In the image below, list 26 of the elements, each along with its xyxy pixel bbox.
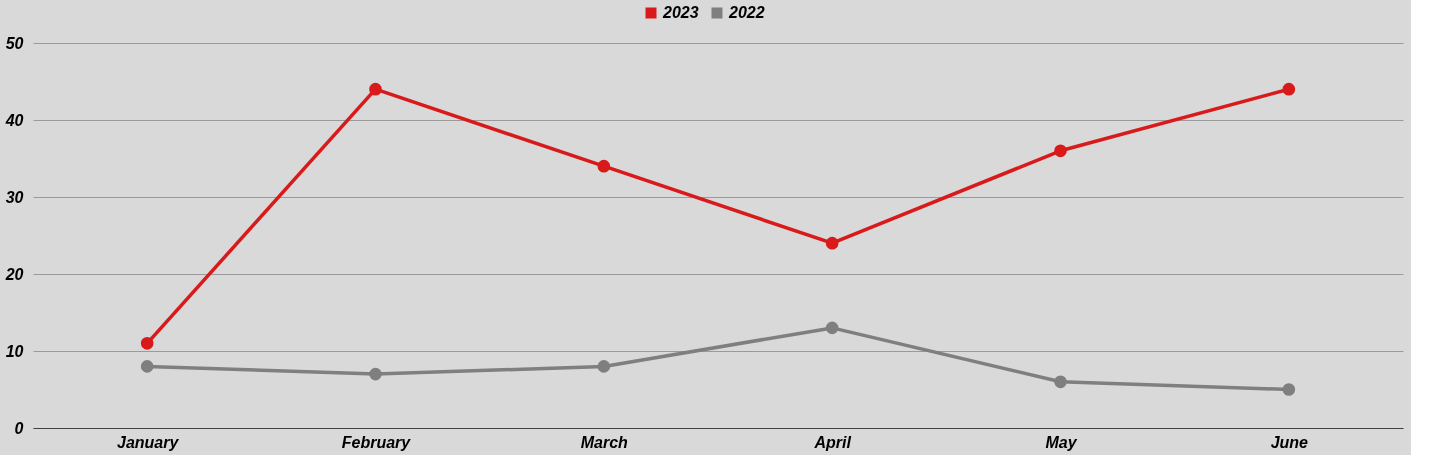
x-tick-label: February <box>341 433 412 451</box>
y-tick-label: 50 <box>5 34 24 52</box>
y-tick-label: 10 <box>5 342 24 360</box>
point <box>825 236 839 250</box>
y-tick-label: 20 <box>4 265 24 283</box>
x-tick-label: March <box>580 433 629 451</box>
x-tick-label: April <box>813 433 852 451</box>
point <box>1054 375 1067 389</box>
point <box>140 360 154 373</box>
point <box>140 336 154 350</box>
x-tick-label: May <box>1045 433 1078 451</box>
x-tick-label: June <box>1270 433 1309 451</box>
point <box>369 367 382 381</box>
point <box>1282 383 1296 396</box>
legend-label: 2023 <box>662 4 699 21</box>
point <box>1054 144 1067 158</box>
point <box>1282 82 1296 96</box>
y-tick-label: 0 <box>14 419 24 437</box>
y-tick-label: 30 <box>5 188 24 206</box>
y-tick-label: 40 <box>4 111 24 129</box>
point <box>369 82 382 96</box>
x-tick-label: January <box>116 433 180 451</box>
legend-label: 2022 <box>728 4 765 21</box>
point <box>825 321 839 335</box>
point <box>597 360 611 373</box>
point <box>597 159 611 173</box>
